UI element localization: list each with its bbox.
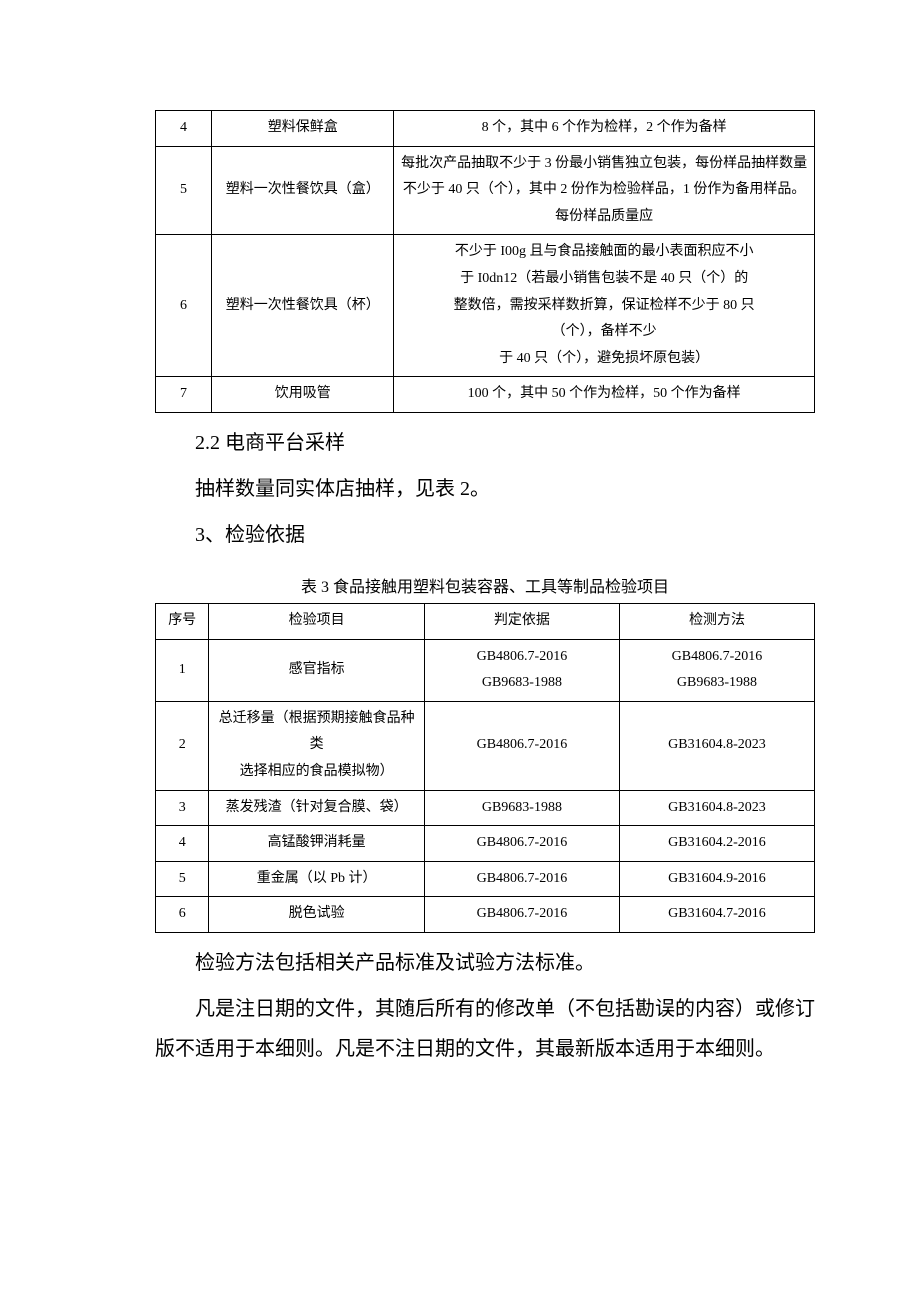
sampling-quantity-table-continued: 4 塑料保鲜盒 8 个，其中 6 个作为检样，2 个作为备样 5 塑料一次性餐饮… — [155, 110, 815, 413]
section-heading-3: 3、检验依据 — [155, 515, 815, 555]
basis-line: GB4806.7-2016 — [431, 644, 613, 671]
cell-item: 感官指标 — [209, 639, 425, 701]
cell-method: GB31604.7-2016 — [619, 897, 814, 933]
cell-quantity: 不少于 I00g 且与食品接触面的最小表面积应不小 于 I0dn12（若最小销售… — [394, 235, 815, 377]
qty-line: 于 40 只（个），避免损坏原包装） — [400, 346, 808, 373]
cell-product: 塑料保鲜盒 — [212, 111, 394, 147]
inspection-items-table: 序号 检验项目 判定依据 检测方法 1 感官指标 GB4806.7-2016 G… — [155, 603, 815, 933]
qty-line: 整数倍，需按采样数折算，保证检样不少于 80 只 — [400, 293, 808, 320]
cell-seq: 6 — [156, 897, 209, 933]
cell-basis: GB4806.7-2016 — [424, 897, 619, 933]
paragraph-3b: 凡是注日期的文件，其随后所有的修改单（不包括勘误的内容）或修订版不适用于本细则。… — [155, 989, 815, 1069]
cell-seq: 2 — [156, 701, 209, 790]
cell-quantity: 每批次产品抽取不少于 3 份最小销售独立包装，每份样品抽样数量不少于 40 只（… — [394, 146, 815, 235]
header-basis: 判定依据 — [424, 603, 619, 639]
cell-method: GB31604.8-2023 — [619, 790, 814, 826]
basis-line: GB9683-1988 — [431, 670, 613, 697]
header-seq: 序号 — [156, 603, 209, 639]
table-row: 4 塑料保鲜盒 8 个，其中 6 个作为检样，2 个作为备样 — [156, 111, 815, 147]
table-row: 4 高锰酸钾消耗量 GB4806.7-2016 GB31604.2-2016 — [156, 826, 815, 862]
cell-basis: GB4806.7-2016 — [424, 861, 619, 897]
cell-item: 高锰酸钾消耗量 — [209, 826, 425, 862]
table-row: 5 塑料一次性餐饮具（盒） 每批次产品抽取不少于 3 份最小销售独立包装，每份样… — [156, 146, 815, 235]
cell-seq: 4 — [156, 826, 209, 862]
cell-seq: 3 — [156, 790, 209, 826]
cell-basis: GB4806.7-2016 — [424, 701, 619, 790]
item-line: 总迁移量（根据预期接触食品种类 — [215, 706, 418, 759]
qty-line: 于 I0dn12（若最小销售包装不是 40 只（个）的 — [400, 266, 808, 293]
table-header-row: 序号 检验项目 判定依据 检测方法 — [156, 603, 815, 639]
cell-method: GB4806.7-2016 GB9683-1988 — [619, 639, 814, 701]
cell-method: GB31604.8-2023 — [619, 701, 814, 790]
cell-seq: 5 — [156, 146, 212, 235]
cell-basis: GB4806.7-2016 GB9683-1988 — [424, 639, 619, 701]
cell-basis: GB9683-1988 — [424, 790, 619, 826]
cell-quantity: 100 个，其中 50 个作为检样，50 个作为备样 — [394, 377, 815, 413]
table-row: 1 感官指标 GB4806.7-2016 GB9683-1988 GB4806.… — [156, 639, 815, 701]
cell-seq: 4 — [156, 111, 212, 147]
table-row: 7 饮用吸管 100 个，其中 50 个作为检样，50 个作为备样 — [156, 377, 815, 413]
cell-seq: 1 — [156, 639, 209, 701]
cell-product: 塑料一次性餐饮具（盒） — [212, 146, 394, 235]
cell-method: GB31604.2-2016 — [619, 826, 814, 862]
table-row: 6 脱色试验 GB4806.7-2016 GB31604.7-2016 — [156, 897, 815, 933]
cell-basis: GB4806.7-2016 — [424, 826, 619, 862]
cell-item: 蒸发残渣（针对复合膜、袋） — [209, 790, 425, 826]
table-row: 2 总迁移量（根据预期接触食品种类 选择相应的食品模拟物） GB4806.7-2… — [156, 701, 815, 790]
paragraph-3a: 检验方法包括相关产品标准及试验方法标准。 — [155, 943, 815, 983]
cell-method: GB31604.9-2016 — [619, 861, 814, 897]
cell-seq: 7 — [156, 377, 212, 413]
qty-line: （个），备样不少 — [400, 319, 808, 346]
method-line: GB9683-1988 — [626, 670, 808, 697]
method-line: GB4806.7-2016 — [626, 644, 808, 671]
cell-item: 脱色试验 — [209, 897, 425, 933]
cell-quantity: 8 个，其中 6 个作为检样，2 个作为备样 — [394, 111, 815, 147]
header-method: 检测方法 — [619, 603, 814, 639]
paragraph-2-2: 抽样数量同实体店抽样，见表 2。 — [155, 469, 815, 509]
cell-item: 总迁移量（根据预期接触食品种类 选择相应的食品模拟物） — [209, 701, 425, 790]
cell-item: 重金属（以 Pb 计） — [209, 861, 425, 897]
table3-caption: 表 3 食品接触用塑料包装容器、工具等制品检验项目 — [155, 573, 815, 597]
table-row: 5 重金属（以 Pb 计） GB4806.7-2016 GB31604.9-20… — [156, 861, 815, 897]
cell-product: 饮用吸管 — [212, 377, 394, 413]
header-item: 检验项目 — [209, 603, 425, 639]
table-row: 6 塑料一次性餐饮具（杯） 不少于 I00g 且与食品接触面的最小表面积应不小 … — [156, 235, 815, 377]
cell-product: 塑料一次性餐饮具（杯） — [212, 235, 394, 377]
cell-seq: 6 — [156, 235, 212, 377]
item-line: 选择相应的食品模拟物） — [215, 759, 418, 786]
table-row: 3 蒸发残渣（针对复合膜、袋） GB9683-1988 GB31604.8-20… — [156, 790, 815, 826]
cell-seq: 5 — [156, 861, 209, 897]
qty-line: 不少于 I00g 且与食品接触面的最小表面积应不小 — [400, 239, 808, 266]
section-heading-2-2: 2.2 电商平台采样 — [155, 423, 815, 463]
